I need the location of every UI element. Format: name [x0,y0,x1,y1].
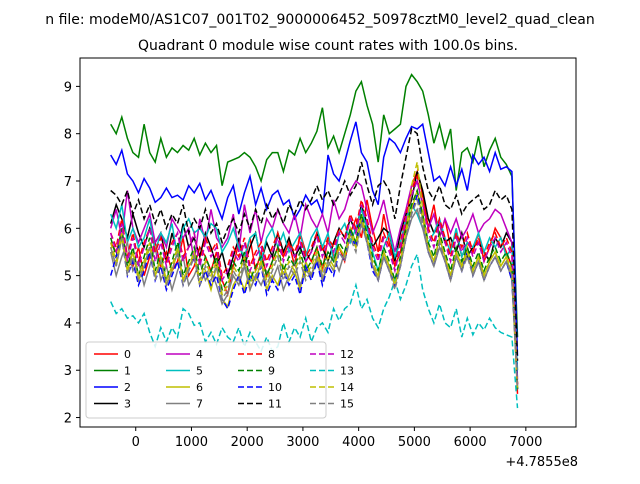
x-tick-label: 2000 [231,435,264,450]
legend-label-10: 10 [268,381,282,394]
legend-label-9: 9 [268,365,275,378]
y-tick-label: 9 [64,80,72,95]
chart-title: Quadrant 0 module wise count rates with … [138,38,518,54]
series-line-11 [110,127,519,361]
series-line-2 [110,121,519,357]
x-tick-label: 5000 [398,435,431,450]
legend-label-15: 15 [340,398,354,411]
plot-frame [79,57,577,428]
series-line-14 [109,161,519,390]
legend-label-11: 11 [268,398,282,411]
x-axis-offset-label: +4.7855e8 [505,455,578,470]
series-line-4 [109,179,519,380]
series-line-8 [110,173,519,385]
legend-label-7: 7 [196,398,203,411]
figure-suptitle: n file: modeM0/AS1C07_001T02_9000006452_… [45,12,594,28]
legend-label-6: 6 [196,381,203,394]
legend-label-12: 12 [340,348,354,361]
y-axis: 2 3 4 5 6 7 8 9 [64,80,80,427]
legend-label-8: 8 [268,348,275,361]
y-tick-label: 2 [64,412,72,427]
x-tick-label: 3000 [286,435,319,450]
x-tick-label: 0 [132,435,140,450]
x-tick-label: 7000 [509,435,542,450]
x-tick-label: 4000 [342,435,375,450]
y-tick-label: 7 [64,175,72,190]
legend-label-0: 0 [124,348,131,361]
legend-label-13: 13 [340,365,354,378]
x-axis: 0 1000 2000 3000 4000 5000 6000 7000 [132,427,542,450]
y-tick-label: 6 [64,222,72,237]
plot-area [109,73,519,409]
series-line-12 [109,178,519,385]
y-tick-label: 8 [64,128,72,143]
series-line-15 [109,197,519,390]
legend-label-14: 14 [340,381,354,394]
legend-label-2: 2 [124,381,131,394]
legend-box [85,341,327,419]
series-line-9 [109,187,519,390]
x-tick-label: 6000 [454,435,487,450]
y-tick-label: 4 [64,317,72,332]
legend-label-5: 5 [196,365,203,378]
y-tick-label: 3 [64,364,72,379]
y-tick-label: 5 [64,270,72,285]
x-tick-label: 1000 [175,435,208,450]
legend-label-4: 4 [196,348,203,361]
series-line-1 [110,73,519,338]
legend-label-3: 3 [124,398,131,411]
legend-label-1: 1 [124,365,131,378]
series-line-13 [110,251,519,409]
